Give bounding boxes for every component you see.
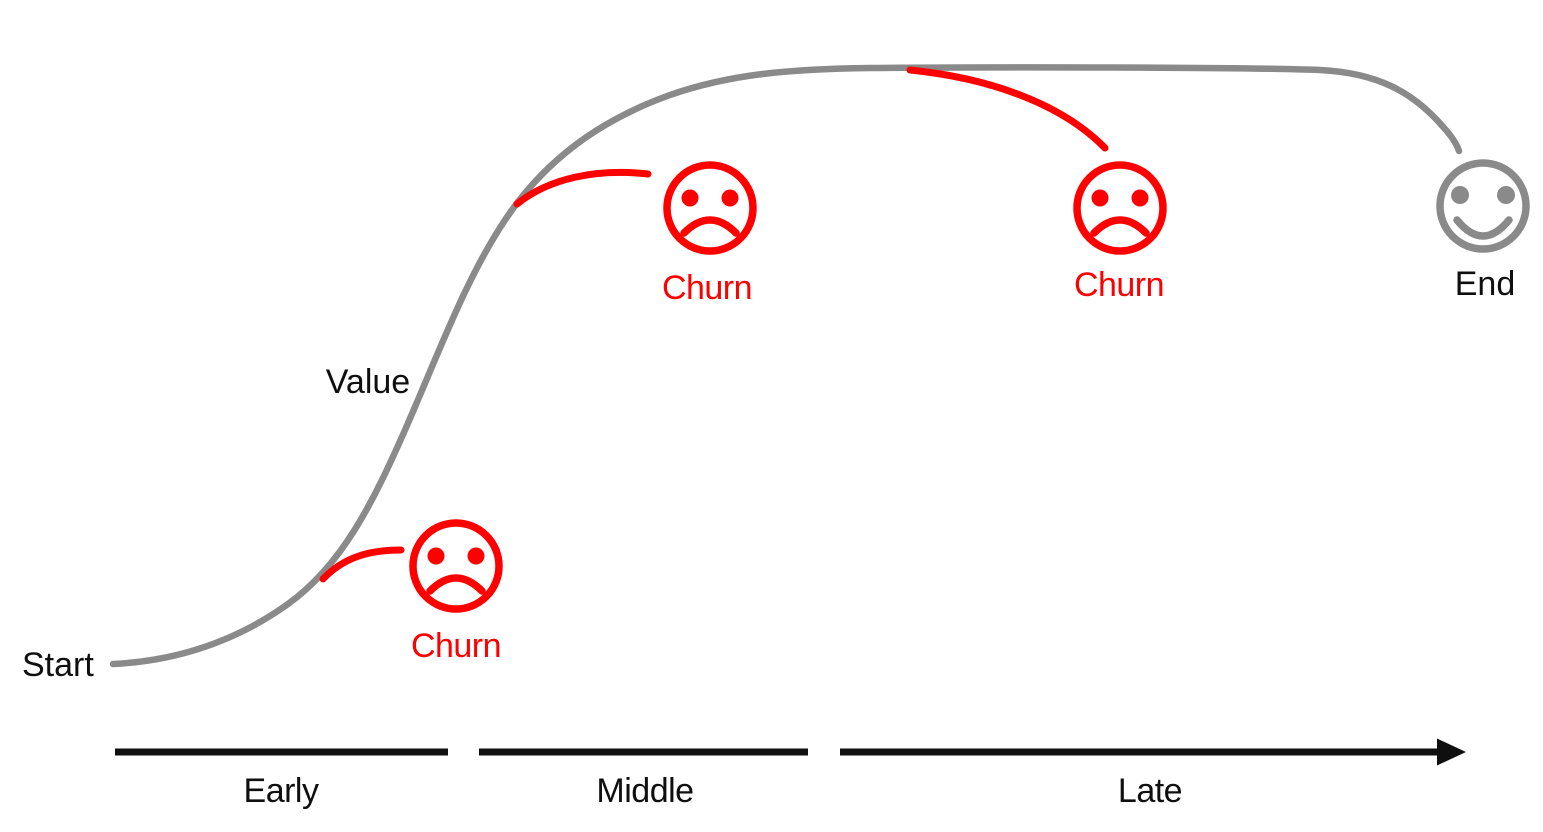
happy-face-left-eye: [1451, 186, 1469, 204]
sad-face-outline: [663, 161, 757, 255]
value-curve: [109, 64, 1463, 668]
value-label: Value: [326, 363, 410, 401]
happy-face-icon: [1436, 159, 1530, 253]
sad-face-icon: [663, 161, 757, 255]
phase-label-late: Late: [1118, 772, 1182, 810]
churn-branch-early-curve: [319, 546, 405, 583]
timeline-arrowhead-icon: [1437, 738, 1466, 766]
churn-label-late: Churn: [1074, 266, 1164, 304]
sad-face-left-eye: [681, 189, 699, 207]
end-label: End: [1455, 265, 1516, 303]
happy-face-right-eye: [1497, 186, 1515, 204]
happy-face-outline: [1436, 159, 1530, 253]
phase-label-early: Early: [244, 772, 319, 810]
sad-face-outline: [1073, 161, 1167, 255]
sad-face-frown: [1090, 216, 1150, 237]
sad-face-icon: [409, 519, 503, 613]
churn-label-early: Churn: [411, 627, 501, 665]
sad-face-outline: [409, 519, 503, 613]
sad-face-right-eye: [721, 189, 739, 207]
sad-face-icon: [1073, 161, 1167, 255]
sad-face-right-eye: [1131, 189, 1149, 207]
churn-branch-middle-curve: [513, 168, 652, 208]
churn-branch-late-curve: [906, 66, 1109, 152]
sad-face-left-eye: [427, 547, 445, 565]
timeline-axis: Early Middle Late: [115, 738, 1466, 810]
phase-label-middle: Middle: [596, 772, 693, 810]
sad-face-frown: [426, 574, 486, 595]
sad-face-left-eye: [1091, 189, 1109, 207]
sad-face-right-eye: [467, 547, 485, 565]
start-label: Start: [22, 646, 94, 684]
happy-face-smile: [1453, 216, 1513, 240]
sad-face-frown: [680, 216, 740, 237]
churn-label-middle: Churn: [662, 269, 752, 307]
